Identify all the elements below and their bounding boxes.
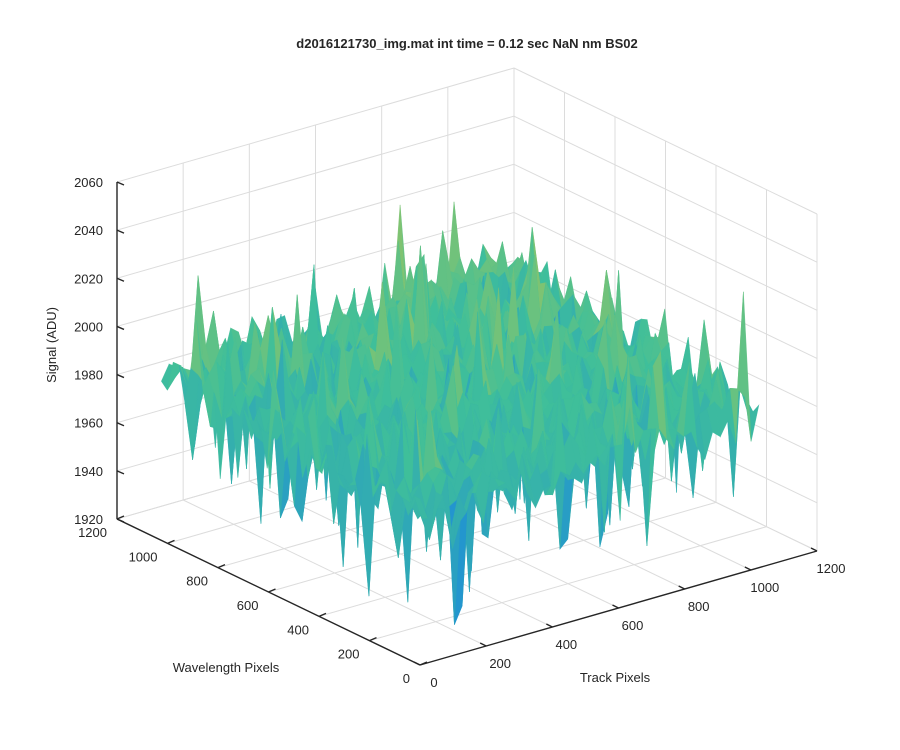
y-tick	[116, 515, 125, 520]
x-tick-label: 600	[622, 618, 644, 633]
x-tick	[678, 585, 685, 590]
y-tick	[167, 539, 175, 544]
x-tick-label: 0	[430, 675, 437, 690]
z-tick-label: 1920	[74, 512, 103, 527]
x-tick	[413, 661, 421, 666]
z-tick-label: 2040	[74, 223, 103, 238]
surface-mesh	[161, 201, 760, 625]
z-tick-label: 1960	[74, 416, 103, 431]
surface-cell	[413, 494, 429, 519]
y-tick	[268, 588, 276, 593]
floor-gridline-y	[369, 526, 767, 642]
z-tick	[116, 181, 125, 186]
y-tick	[318, 612, 327, 617]
y-tick-label: 800	[186, 574, 208, 589]
z-axis-label: Signal (ADU)	[44, 307, 59, 383]
z-tick-label: 2060	[74, 175, 103, 190]
sidewall-gridline-z	[513, 211, 818, 359]
x-tick-label: 400	[555, 637, 577, 652]
x-tick	[744, 566, 752, 571]
z-tick	[116, 229, 125, 234]
x-tick-label: 1000	[750, 580, 779, 595]
chart-title: d2016121730_img.mat int time = 0.12 sec …	[296, 36, 637, 51]
z-tick-label: 2020	[74, 271, 103, 286]
z-tick	[116, 325, 125, 331]
floor-gridline-y	[318, 501, 717, 617]
backwall-gridline-z	[116, 211, 515, 327]
sidewall-gridline-z	[513, 163, 818, 311]
y-tick	[217, 564, 226, 569]
x-tick	[546, 623, 553, 628]
y-tick	[419, 661, 428, 666]
backwall-gridline-z	[116, 115, 515, 231]
z-tick-label: 2000	[74, 319, 103, 334]
y-tick-label: 400	[287, 622, 309, 637]
x-tick	[479, 642, 487, 647]
x-axis-label: Track Pixels	[580, 670, 651, 685]
x-tick	[612, 604, 619, 609]
z-tick	[116, 470, 125, 475]
z-tick	[116, 373, 125, 379]
y-tick-label: 1000	[129, 549, 158, 564]
x-tick-label: 200	[489, 656, 511, 671]
sidewall-gridline-z	[513, 115, 818, 263]
z-tick	[116, 422, 125, 427]
z-tick-label: 1940	[74, 464, 103, 479]
backwall-gridline-z	[116, 67, 515, 183]
y-tick-label: 200	[338, 647, 360, 662]
z-tick	[116, 277, 125, 282]
x-tick-label: 1200	[817, 561, 846, 576]
y-tick-label: 0	[403, 671, 410, 686]
backwall-gridline-z	[116, 163, 515, 279]
x-tick-label: 800	[688, 599, 710, 614]
y-tick	[369, 637, 377, 642]
tick-labels: 0 200 400 600 800 1000 1200 0 200 400 600 800 1000 12…	[74, 175, 845, 690]
axes	[116, 181, 818, 666]
sidewall-gridline-z	[513, 67, 818, 215]
y-axis-label: Wavelength Pixels	[173, 660, 280, 675]
x-tick	[810, 547, 818, 552]
z-tick-label: 1980	[74, 368, 103, 383]
z-tick	[116, 518, 125, 523]
y-tick-label: 600	[237, 598, 259, 613]
y-tick-label: 1200	[78, 525, 107, 540]
